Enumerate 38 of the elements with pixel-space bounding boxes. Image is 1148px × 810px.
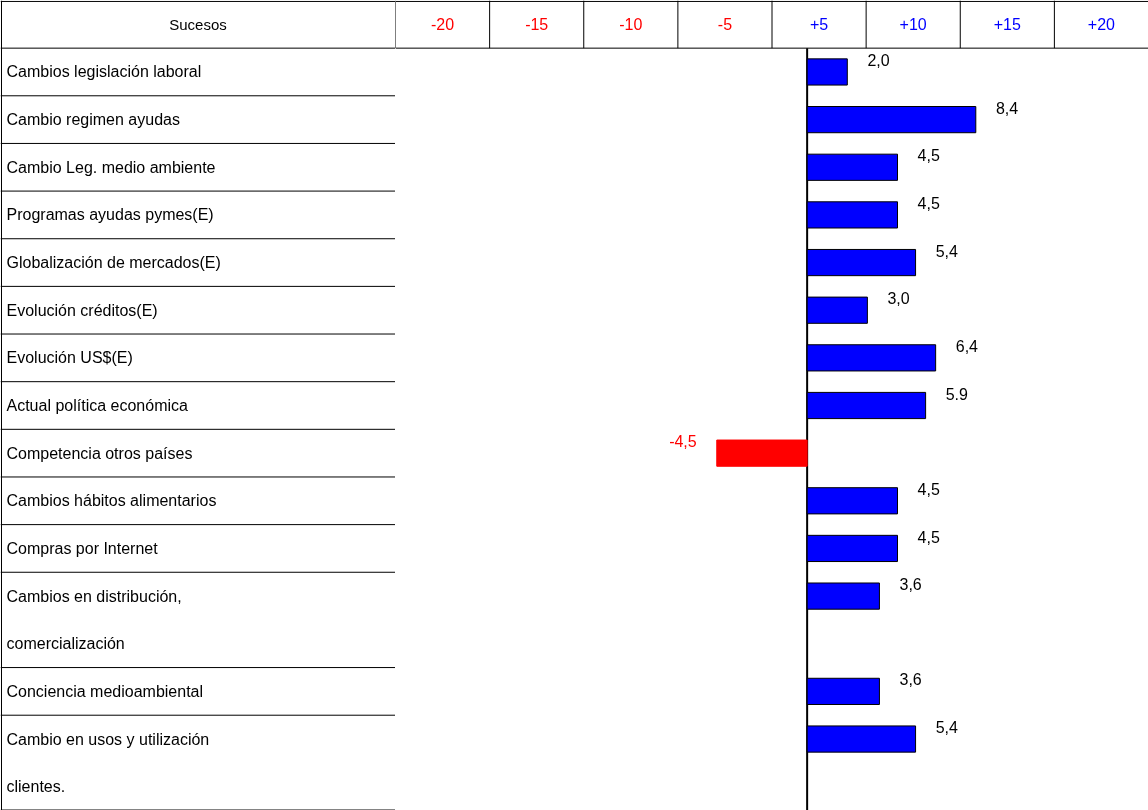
data-label: 5,4: [935, 242, 958, 260]
y-tick-label: Cambios legislación laboral: [6, 63, 202, 81]
category-label: Cambios en distribución, comercialización: [6, 587, 182, 653]
data-label: 5.9: [945, 385, 969, 403]
y-tick-label: Conciencia medioambiental: [6, 682, 204, 700]
text: -15: [525, 16, 549, 34]
text: -10: [619, 16, 643, 34]
y-tick-label: Competencia otros países: [6, 444, 193, 462]
data-label: -4,5: [669, 433, 697, 451]
y-axis-title: Sucesos: [169, 15, 227, 33]
y-tick-label: Actual política económica: [6, 397, 189, 414]
category-label: Cambio en usos y utilización clientes.: [6, 730, 210, 796]
data-label: 4,5: [917, 480, 940, 498]
text: -5: [717, 16, 733, 34]
bar: [716, 439, 808, 467]
data-label: 3,6: [899, 671, 922, 689]
y-tick-label: Evolución créditos(E): [6, 301, 158, 319]
text: +10: [899, 16, 927, 34]
text: -20: [431, 16, 455, 34]
data-label: 3,6: [899, 576, 922, 594]
data-label: 4,5: [917, 528, 940, 546]
y-tick-label: Cambios hábitos alimentarios: [6, 492, 217, 510]
y-tick-label: Evolución US$(E): [6, 349, 133, 367]
data-label: 6,4: [955, 337, 979, 355]
data-label: 8,4: [995, 99, 1019, 117]
text: +5: [809, 16, 829, 34]
data-label: 3,0: [887, 290, 910, 308]
y-tick-label: Cambio regimen ayudas: [6, 111, 180, 129]
y-tick-label: Globalización de mercados(E): [6, 254, 221, 272]
text: +15: [993, 16, 1021, 34]
data-label: 4,5: [917, 147, 940, 165]
text: +20: [1087, 16, 1116, 34]
y-tick-label: Compras por Internet: [6, 539, 159, 557]
data-label: 5,4: [935, 719, 958, 737]
y-tick-label: Cambio Leg. medio ambiente: [6, 158, 216, 176]
y-tick-label: Programas ayudas pymes(E): [6, 206, 214, 224]
data-label: 2,0: [867, 52, 890, 70]
data-label: 4,5: [917, 195, 940, 212]
